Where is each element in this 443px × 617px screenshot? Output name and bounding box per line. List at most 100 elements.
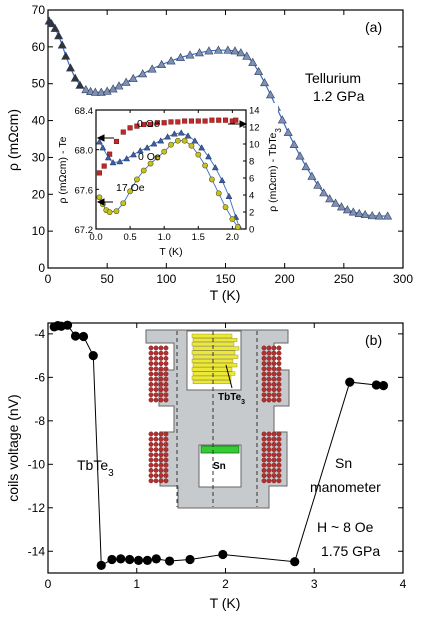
inset-ytick-label-right: 4	[249, 191, 254, 202]
coil-wire	[163, 392, 169, 398]
coils-voltage-point	[290, 557, 300, 567]
coil-wire	[153, 381, 159, 387]
resistivity-point	[90, 87, 100, 96]
coil-wire	[276, 381, 282, 387]
coils-voltage-point	[218, 549, 228, 560]
inset-ytick-label: 68.4	[75, 106, 94, 117]
inset-ytick-label-right: 10	[249, 140, 260, 151]
coil-wire	[158, 350, 164, 356]
resistivity-point	[342, 205, 352, 214]
coil-wire	[153, 376, 159, 382]
inset-axes: 0.0 0.5 1.0 1.5 2.0 67.2 67.6 68.0 68.4 0 2 4 6 8 10 12…	[75, 106, 260, 244]
coil-wire	[158, 371, 164, 377]
a-ytick-label: 20	[32, 187, 46, 201]
coils-voltage-point	[164, 556, 175, 566]
coils-voltage-point	[70, 331, 81, 341]
resistivity-point	[75, 80, 85, 89]
coils-voltage-point	[96, 560, 106, 570]
inset-point-0oe-square	[96, 170, 102, 176]
coil-wire	[148, 355, 154, 361]
coil-wire	[271, 436, 277, 442]
resistivity-point	[47, 19, 57, 28]
resistivity-point	[138, 69, 148, 78]
inset-point-17oe-circle	[147, 160, 154, 167]
coil-wire	[276, 355, 282, 361]
inset-point-0oe-triangle	[218, 176, 226, 184]
inset-point-17oe-circle	[161, 148, 168, 155]
coil-wire	[148, 436, 154, 442]
inset-point-17oe-circle	[215, 190, 222, 197]
inset-point-0oe-square	[202, 118, 208, 124]
inset-label-blue: 0 Oe	[138, 151, 161, 163]
schematic-label-tbte3: TbTe3	[218, 392, 245, 406]
coil-wire	[261, 457, 267, 463]
inset-ytick-label-right: 6	[249, 174, 254, 185]
resistivity-point	[336, 202, 346, 211]
arrow-blue-head	[96, 134, 105, 142]
coil-wire	[153, 355, 159, 361]
inset-point-17oe-circle	[113, 208, 120, 215]
coil-wire	[153, 392, 159, 398]
coil-wire	[158, 452, 164, 458]
resistivity-point	[283, 127, 293, 136]
panel-b-annotation-pressure: 1.75 GPa	[321, 543, 380, 559]
inset-ytick-label-right: 0	[249, 225, 254, 236]
coils-voltage-point	[345, 377, 355, 387]
coil-wire	[276, 467, 282, 473]
resistivity-point	[277, 115, 287, 124]
inset-point-17oe-circle	[120, 200, 127, 207]
coil-wire	[266, 392, 272, 398]
resistivity-point	[254, 66, 264, 76]
coil-wire	[271, 473, 277, 478]
inset-point-0oe-triangle	[191, 137, 199, 144]
coil-wire	[158, 392, 164, 398]
inset-point-17oe-circle	[168, 141, 174, 148]
resistivity-point	[157, 59, 167, 69]
coil-wire	[163, 387, 169, 392]
coil-wire	[148, 361, 154, 366]
coil-wire	[158, 376, 164, 382]
inset-point-0oe-square	[195, 118, 201, 124]
inset-point-17oe-circle	[209, 176, 215, 183]
coil-wire	[266, 473, 272, 478]
coil-wire	[266, 436, 272, 442]
inset-point-0oe-triangle	[123, 155, 131, 162]
panel-b-markers	[49, 320, 389, 570]
coil-wire	[153, 350, 159, 356]
inset-xlabel: T (K)	[159, 246, 182, 258]
coil-wire	[163, 345, 169, 351]
inset-ylabel-right-text: ρ (mΩcm) - TbTe	[267, 132, 279, 211]
coil-wire	[163, 376, 169, 382]
coil-wire	[276, 457, 282, 463]
coil-wire	[163, 478, 169, 484]
inset-ytick-label: 67.2	[75, 225, 94, 236]
coil-wire	[261, 387, 267, 392]
inset-point-0oe-triangle	[104, 154, 112, 161]
coil-wire	[276, 478, 282, 484]
resistivity-point	[313, 180, 323, 189]
resistivity-point	[176, 52, 186, 62]
coil-wire	[266, 447, 272, 452]
inset-ytick-label-right: 8	[249, 157, 254, 168]
tbte3-layer	[191, 367, 233, 372]
resistivity-point	[65, 63, 75, 72]
resistivity-point	[307, 171, 317, 180]
inset-point-0oe-triangle	[116, 158, 124, 165]
a-xtick-label: 100	[156, 272, 176, 286]
a-ytick-label: 0	[38, 261, 45, 275]
coil-wire	[163, 441, 169, 447]
coil-wire	[271, 381, 277, 387]
coil-wire	[158, 366, 164, 372]
resistivity-point	[102, 86, 112, 95]
coil-wire	[153, 467, 159, 473]
a-xtick-label: 300	[393, 272, 413, 286]
resistivity-point	[248, 57, 258, 66]
inset-ytick-label: 68.0	[75, 146, 94, 157]
inset-point-17oe-circle	[229, 216, 236, 222]
coil-wire	[153, 447, 159, 452]
coil-wire	[266, 462, 272, 468]
coil-wire	[276, 473, 282, 478]
coil-wire	[271, 355, 277, 361]
